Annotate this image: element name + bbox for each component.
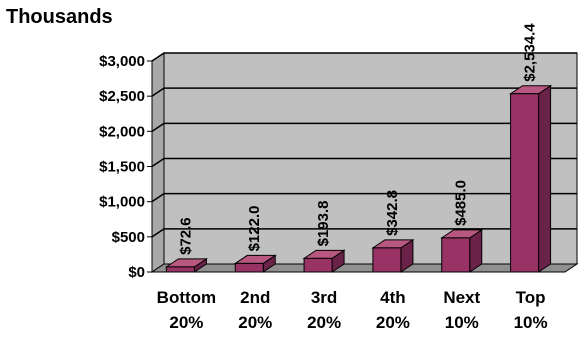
data-label: $72.6 [177, 217, 194, 255]
data-label: $342.8 [384, 190, 401, 236]
gridline [151, 87, 577, 97]
gridline [151, 157, 577, 168]
gridline [151, 52, 577, 62]
x-tick-label: 4th [380, 288, 406, 307]
gridline [151, 192, 577, 203]
gridline [151, 122, 577, 132]
data-label: $2,534.4 [522, 23, 539, 82]
y-tick-label: $1,000 [99, 194, 145, 211]
bar-side [538, 84, 552, 273]
data-label: $122.0 [246, 206, 263, 252]
bar-front [234, 262, 264, 273]
data-label: $485.0 [453, 180, 470, 226]
bar [371, 238, 415, 273]
y-tick-label: $2,500 [99, 88, 145, 105]
x-tick-label: 10% [514, 313, 548, 332]
x-tick-label: 20% [376, 313, 410, 332]
bar [508, 84, 553, 273]
x-tick-label: 3rd [311, 288, 337, 307]
bar-front [372, 247, 402, 273]
x-tick-label: Next [443, 288, 480, 307]
bar-front [165, 266, 195, 273]
x-tick-label: Bottom [157, 288, 216, 307]
y-tick-label: $500 [112, 229, 145, 246]
data-label: $193.8 [315, 200, 332, 246]
y-tick-label: $0 [128, 264, 145, 281]
y-tick-label: $2,000 [99, 123, 145, 140]
bar-front [510, 93, 540, 273]
chart-title: Thousands [6, 6, 113, 28]
bar [440, 228, 484, 273]
x-tick-label: 20% [238, 313, 272, 332]
x-tick-label: 20% [169, 313, 203, 332]
gridline [151, 228, 577, 238]
x-tick-label: 2nd [240, 288, 270, 307]
x-tick-label: Top [516, 288, 546, 307]
bar [302, 249, 346, 273]
x-tick-label: 20% [307, 313, 341, 332]
y-tick-label: $1,500 [99, 159, 145, 176]
bar [164, 257, 209, 273]
y-tick-label: $3,000 [99, 53, 145, 70]
bar-front [441, 237, 471, 273]
x-tick-label: 10% [445, 313, 479, 332]
bar-front [303, 257, 333, 273]
bar [233, 254, 277, 273]
